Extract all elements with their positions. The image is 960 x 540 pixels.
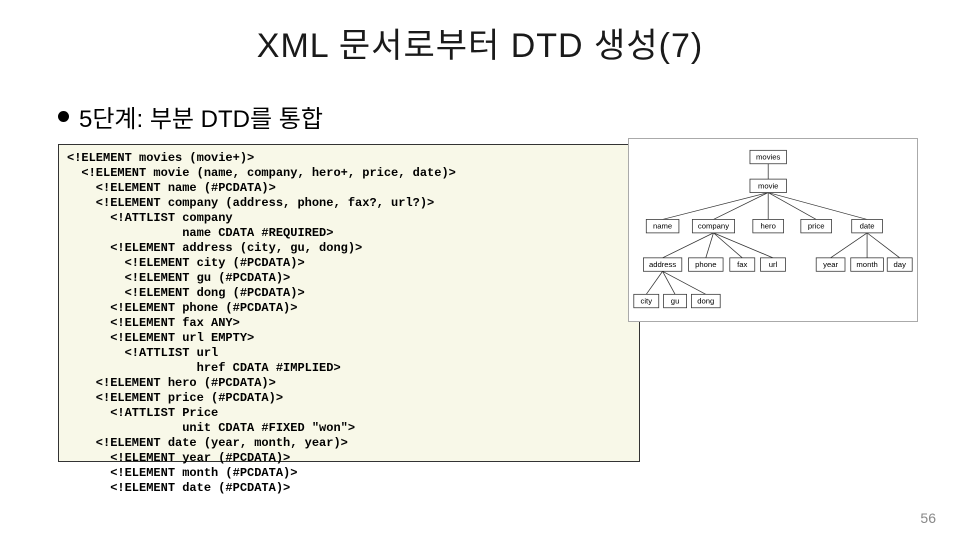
bullet-text: 5단계: 부분 DTD를 통합 xyxy=(79,99,323,134)
tree-edge xyxy=(768,193,867,220)
tree-node-label: movies xyxy=(756,153,780,162)
tree-edge xyxy=(646,271,662,294)
slide-title: XML 문서로부터 DTD 생성(7) xyxy=(0,0,960,67)
tree-edge xyxy=(713,193,768,220)
bullet-row: 5단계: 부분 DTD를 통합 xyxy=(58,99,960,134)
tree-node-label: movie xyxy=(758,181,778,190)
tree-edge xyxy=(867,233,900,258)
tree-node-label: year xyxy=(823,260,838,269)
tree-node-label: phone xyxy=(695,260,716,269)
tree-edge xyxy=(663,193,769,220)
tree-diagram: movies movie name company hero price date addre… xyxy=(628,138,918,322)
tree-node-label: address xyxy=(649,260,676,269)
tree-node-label: url xyxy=(769,260,778,269)
tree-node-label: date xyxy=(860,222,875,231)
tree-node-label: name xyxy=(653,222,672,231)
tree-edge xyxy=(768,193,816,220)
tree-edge xyxy=(706,233,714,258)
tree-edge xyxy=(713,233,742,258)
tree-node-label: city xyxy=(641,297,653,306)
tree-node-label: month xyxy=(856,260,877,269)
tree-node-label: hero xyxy=(761,222,776,231)
bullet-dot-icon xyxy=(58,111,69,122)
tree-edge xyxy=(663,233,714,258)
tree-node-label: fax xyxy=(737,260,747,269)
tree-node-label: company xyxy=(698,222,729,231)
tree-node-label: dong xyxy=(697,297,714,306)
dtd-code-block: <!ELEMENT movies (movie+)> <!ELEMENT mov… xyxy=(58,144,640,462)
tree-edge xyxy=(713,233,773,258)
tree-node-label: price xyxy=(808,222,825,231)
tree-node-label: day xyxy=(894,260,907,269)
tree-node-label: gu xyxy=(671,297,680,306)
page-number: 56 xyxy=(920,510,936,526)
tree-edge xyxy=(831,233,867,258)
